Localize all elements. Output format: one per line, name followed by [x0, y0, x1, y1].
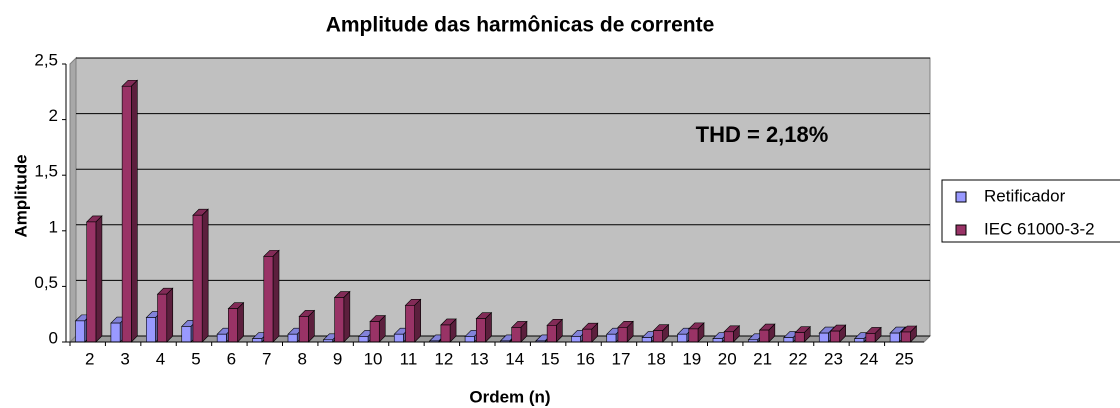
- x-tick-label: 24: [859, 349, 878, 368]
- bar-side: [237, 301, 244, 343]
- bar: [511, 327, 522, 343]
- x-tick-label: 9: [333, 349, 342, 368]
- x-tick-label: 25: [895, 349, 914, 368]
- bar: [181, 326, 192, 343]
- bar: [606, 333, 617, 343]
- bar: [298, 316, 309, 343]
- x-tick-label: 3: [120, 349, 129, 368]
- bar: [75, 320, 86, 343]
- bar: [440, 324, 451, 343]
- bar: [865, 333, 876, 343]
- x-tick-label: 11: [400, 349, 418, 368]
- x-tick-label: 5: [191, 349, 200, 368]
- x-tick-label: 4: [156, 349, 165, 368]
- x-tick-label: 2: [85, 349, 94, 368]
- bar: [712, 338, 723, 343]
- x-tick-label: 17: [611, 349, 630, 368]
- annotation: THD = 2,18%: [696, 122, 829, 147]
- x-axis-label: Ordem (n): [469, 387, 550, 406]
- x-tick-label: 23: [824, 349, 843, 368]
- bar-side: [343, 290, 351, 343]
- bar: [889, 332, 900, 343]
- x-tick-label: 15: [541, 349, 560, 368]
- bar-side: [308, 309, 315, 343]
- bar-side: [131, 79, 138, 343]
- x-tick-label: 7: [262, 349, 271, 368]
- bar-side: [201, 208, 209, 343]
- y-tick-label: 1: [49, 217, 58, 236]
- bar-side: [95, 215, 103, 343]
- bar: [759, 329, 770, 343]
- y-tick-label: 2: [49, 106, 58, 125]
- bar: [571, 336, 581, 343]
- bar: [228, 308, 238, 343]
- side-wall: [69, 56, 77, 344]
- bar: [86, 221, 97, 343]
- bar: [723, 331, 734, 343]
- y-tick-label: 2,5: [34, 50, 58, 69]
- x-tick-label: 6: [227, 349, 236, 368]
- bar: [677, 333, 688, 343]
- bar: [854, 338, 865, 343]
- bar: [405, 305, 415, 343]
- bar: [192, 214, 203, 343]
- bar: [818, 332, 829, 343]
- y-axis-label: Amplitude: [11, 154, 30, 237]
- bar: [617, 327, 628, 343]
- x-tick-label: 21: [753, 349, 772, 368]
- bar: [464, 336, 475, 343]
- bar: [157, 293, 168, 343]
- bar: [475, 318, 486, 343]
- bar-side: [272, 249, 280, 343]
- x-tick-label: 22: [789, 349, 808, 368]
- bar: [653, 330, 663, 343]
- bar: [783, 337, 794, 343]
- y-tick-label: 0: [49, 328, 58, 347]
- x-tick-label: 18: [647, 349, 666, 368]
- bar: [794, 332, 805, 343]
- y-tick-label: 0,5: [34, 273, 58, 292]
- x-tick-label: 8: [297, 349, 306, 368]
- x-tick-label: 14: [505, 349, 524, 368]
- bar: [641, 337, 652, 343]
- legend-swatch: [955, 224, 967, 236]
- legend-label: IEC 61000-3-2: [984, 219, 1095, 238]
- bar: [582, 328, 593, 343]
- x-tick-label: 16: [576, 349, 595, 368]
- bar: [688, 328, 699, 343]
- bar-side: [166, 287, 174, 343]
- bar: [334, 297, 345, 343]
- x-tick-label: 20: [718, 349, 737, 368]
- chart-title: Amplitude das harmônicas de corrente: [326, 14, 715, 37]
- bar: [900, 331, 911, 343]
- bar: [287, 333, 298, 343]
- x-tick-label: 10: [364, 349, 383, 368]
- x-tick-label: 19: [682, 349, 701, 368]
- bar-side: [414, 298, 421, 343]
- legend-label: Retificador: [984, 186, 1066, 205]
- bar: [252, 338, 263, 343]
- bar: [263, 256, 274, 343]
- legend: [941, 179, 1120, 243]
- bar: [358, 336, 369, 343]
- bar: [146, 317, 156, 343]
- y-tick-label: 1,5: [34, 162, 58, 181]
- bar: [121, 85, 132, 343]
- legend-swatch: [955, 191, 967, 203]
- bar: [110, 322, 121, 343]
- bar: [546, 325, 557, 343]
- bar: [369, 321, 380, 343]
- bar: [393, 333, 404, 343]
- bar: [830, 330, 840, 343]
- x-tick-label: 13: [470, 349, 489, 368]
- bar: [216, 333, 227, 343]
- x-tick-label: 12: [434, 349, 453, 368]
